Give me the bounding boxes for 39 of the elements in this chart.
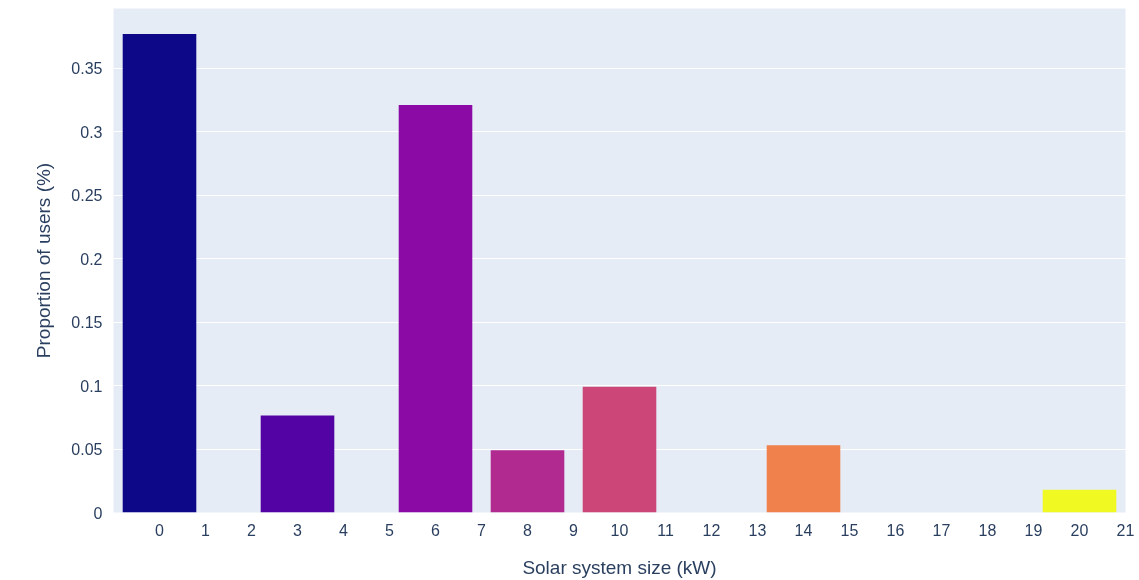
x-tick-label: 4 [339,521,349,539]
bar [766,445,841,513]
x-tick-label: 3 [293,521,303,539]
x-axis-title: Solar system size (kW) [522,556,717,578]
x-tick-label: 11 [657,521,674,539]
bar [260,415,335,513]
bar [398,104,473,513]
x-tick-label: 12 [702,521,721,539]
y-tick-label: 0.2 [80,250,103,268]
x-tick-label: 5 [385,521,395,539]
x-tick-label: 19 [1024,521,1043,539]
x-tick-label: 10 [610,521,629,539]
bar [490,450,565,513]
x-tick-label: 13 [748,521,767,539]
y-tick-label: 0 [93,504,103,522]
y-tick-label: 0.35 [71,60,103,78]
y-tick-label: 0.05 [71,441,103,459]
x-tick-label: 21 [1116,521,1135,539]
x-tick-label: 0 [155,521,165,539]
x-tick-label: 9 [569,521,579,539]
x-tick-label: 18 [978,521,997,539]
x-tick-label: 14 [794,521,813,539]
x-tick-label: 8 [523,521,533,539]
x-tick-label: 2 [247,521,257,539]
x-tick-label: 1 [201,521,211,539]
x-tick-label: 16 [886,521,905,539]
bar [122,33,197,513]
x-tick-label: 20 [1070,521,1089,539]
y-tick-label: 0.15 [71,314,103,332]
y-tick-label: 0.3 [80,123,103,141]
x-tick-label: 15 [840,521,859,539]
x-tick-label: 7 [477,521,487,539]
x-tick-label: 17 [932,521,951,539]
bar [582,386,657,513]
y-tick-label: 0.25 [71,187,103,205]
y-tick-label: 0.1 [80,377,103,395]
y-axis-title: Proportion of users (%) [33,162,55,359]
bar [1042,489,1117,513]
x-tick-label: 6 [431,521,441,539]
